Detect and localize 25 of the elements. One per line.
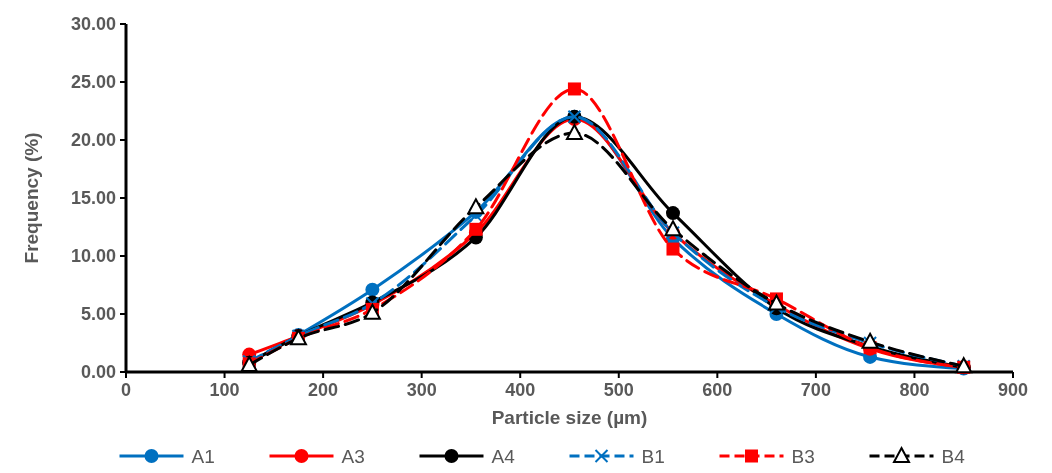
x-tick-label: 500: [603, 380, 634, 400]
legend-label: A4: [491, 446, 516, 467]
y-axis-title: Frequency (%): [21, 132, 42, 264]
x-tick-label: 0: [120, 380, 132, 400]
legend-label: A3: [341, 446, 365, 467]
legend-label: B4: [941, 446, 966, 467]
x-tick-label: 300: [406, 380, 437, 400]
x-tick-label: 600: [702, 380, 733, 400]
x-tick-label: 200: [308, 380, 339, 400]
x-tick-label: 900: [997, 380, 1029, 400]
y-tick-label: 10.00: [70, 246, 116, 266]
y-tick-label: 0.00: [80, 362, 116, 382]
y-tick-label: 30.00: [70, 14, 116, 34]
x-tick-label: 400: [505, 380, 536, 400]
legend-label: B1: [641, 446, 665, 467]
y-tick-label: 25.00: [70, 72, 116, 92]
legend-label: A1: [191, 446, 215, 467]
x-tick-label: 100: [209, 380, 240, 400]
y-tick-label: 20.00: [70, 130, 116, 150]
x-axis-title: Particle size (µm): [491, 407, 648, 428]
x-tick-label: 700: [800, 380, 831, 400]
legend-label: B3: [791, 446, 815, 467]
y-tick-label: 15.00: [70, 188, 116, 208]
y-tick-label: 5.00: [80, 304, 116, 324]
x-tick-label: 800: [899, 380, 930, 400]
